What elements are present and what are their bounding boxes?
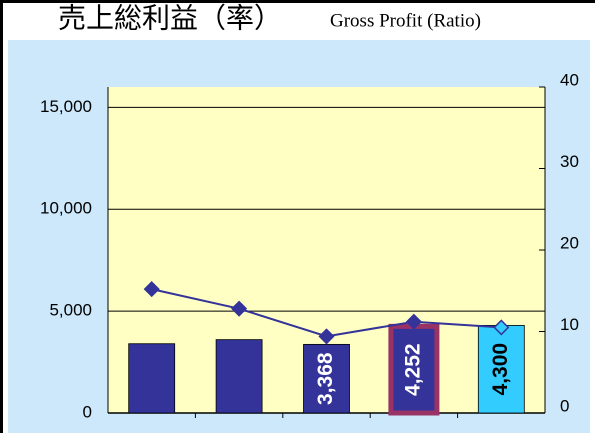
- y-tick-label: 15,000: [40, 97, 92, 116]
- y2-tick-label: 40: [560, 70, 579, 89]
- bar: [388, 323, 440, 416]
- marker: [143, 281, 160, 298]
- marker: [318, 328, 335, 345]
- bar: [477, 324, 525, 414]
- marker: [405, 313, 422, 330]
- marker: [493, 319, 510, 336]
- y2-tick-label: 0: [560, 396, 569, 415]
- value-label: 4,252: [401, 343, 424, 396]
- y-tick-label: 5,000: [49, 301, 92, 320]
- marker: [231, 300, 248, 317]
- bar: [303, 343, 350, 414]
- chart-title: 売上総利益（率）: [58, 2, 282, 33]
- y-tick-label: 10,000: [40, 199, 92, 218]
- y2-tick-label: 20: [560, 233, 579, 252]
- value-label: 3,368: [314, 352, 337, 405]
- y2-tick-label: 10: [560, 315, 579, 334]
- bar: [215, 339, 263, 414]
- value-label: 4,300: [489, 343, 512, 396]
- bar: [128, 343, 176, 414]
- y-tick-label: 0: [83, 402, 92, 421]
- y2-tick-label: 30: [560, 152, 579, 171]
- chart-subtitle: Gross Profit (Ratio): [330, 10, 481, 31]
